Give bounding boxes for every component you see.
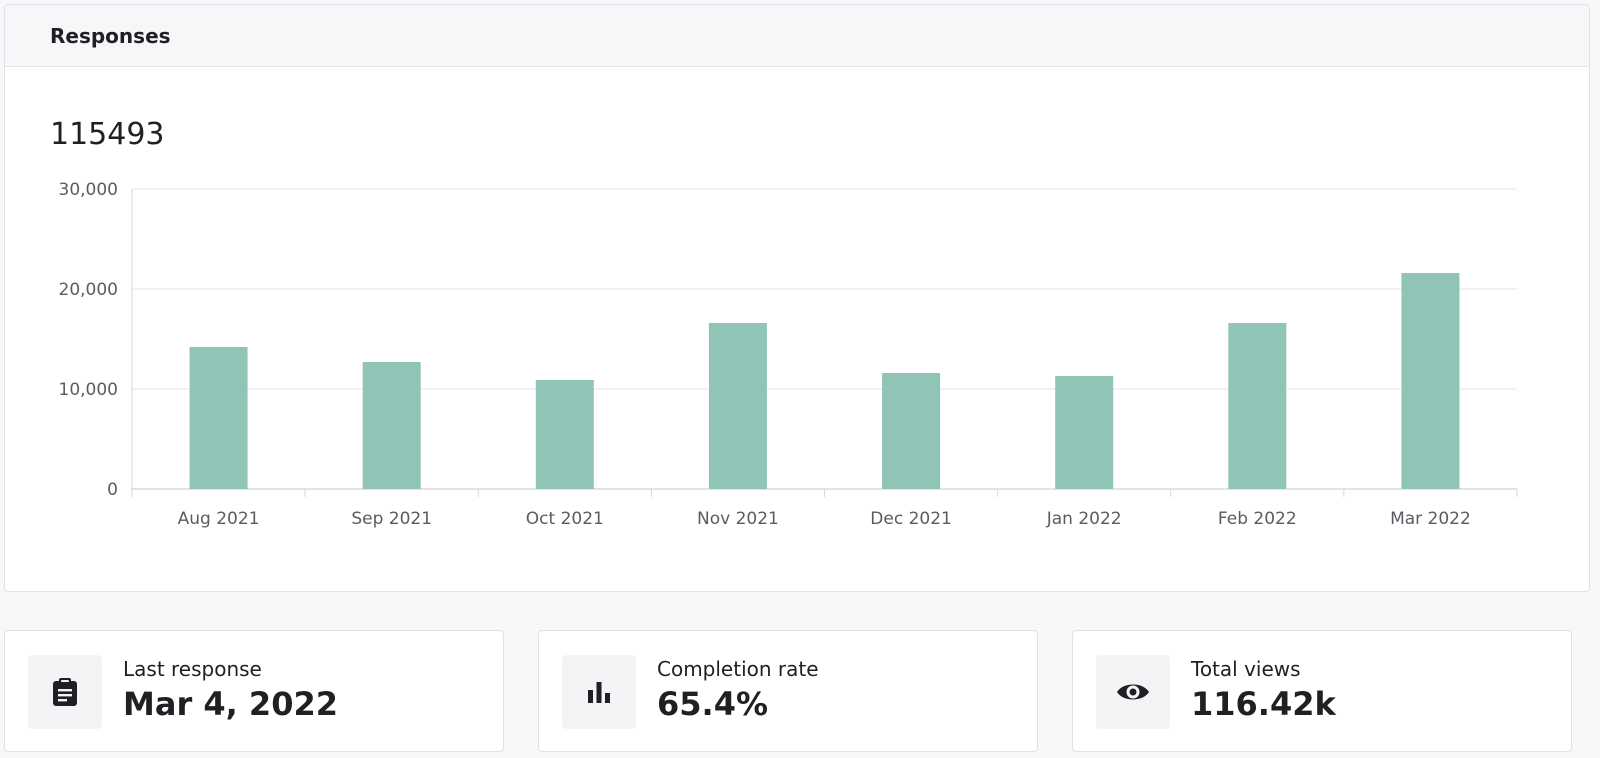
x-tick-label: Feb 2022 <box>1218 509 1297 529</box>
bar <box>1055 376 1114 489</box>
last-response-label: Last response <box>123 657 262 681</box>
y-tick-label: 20,000 <box>59 280 118 300</box>
clipboard-icon <box>28 655 102 729</box>
total-views-value: 116.42k <box>1191 685 1336 723</box>
bar <box>708 323 767 489</box>
x-tick-label: Sep 2021 <box>351 509 432 529</box>
bar <box>362 362 421 489</box>
x-tick-label: Mar 2022 <box>1390 509 1471 529</box>
y-tick-label: 0 <box>107 480 118 500</box>
x-tick-label: Aug 2021 <box>178 509 260 529</box>
section-title: Responses <box>50 23 171 48</box>
last-response-card: Last response Mar 4, 2022 <box>4 630 504 752</box>
eye-icon <box>1096 655 1170 729</box>
completion-rate-card: Completion rate 65.4% <box>538 630 1038 752</box>
x-tick-label: Oct 2021 <box>526 509 604 529</box>
total-responses-count: 115493 <box>50 117 165 152</box>
responses-card: 0 10,000 20,000 30,000 Aug 2021 Sep 2021 Oct 2… <box>4 4 1590 592</box>
responses-header: Responses <box>5 5 1589 67</box>
completion-rate-label: Completion rate <box>657 657 819 681</box>
x-tick-label: Nov 2021 <box>697 509 779 529</box>
y-tick-label: 10,000 <box>59 380 118 400</box>
x-tick-label: Dec 2021 <box>870 509 952 529</box>
total-views-label: Total views <box>1191 657 1301 681</box>
bar <box>1401 273 1460 489</box>
y-tick-label: 30,000 <box>59 180 118 200</box>
total-views-card: Total views 116.42k <box>1072 630 1572 752</box>
x-tick-label: Jan 2022 <box>1046 509 1122 529</box>
last-response-value: Mar 4, 2022 <box>123 685 338 723</box>
completion-rate-value: 65.4% <box>657 685 769 723</box>
bar <box>535 380 594 489</box>
bar-chart-icon <box>562 655 636 729</box>
bar <box>1228 323 1287 489</box>
responses-bar-chart: 0 10,000 20,000 30,000 Aug 2021 Sep 2021 Oct 2… <box>59 180 1518 529</box>
bar <box>189 347 248 489</box>
bar <box>882 373 941 489</box>
